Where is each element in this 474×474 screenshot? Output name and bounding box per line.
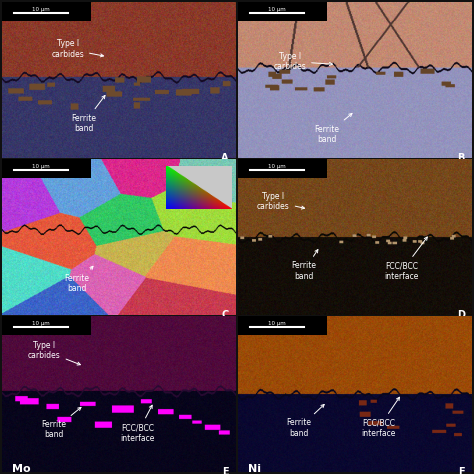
Text: 10 μm: 10 μm <box>268 7 286 12</box>
Text: Ferrite
band: Ferrite band <box>41 407 81 439</box>
Bar <box>2 159 91 178</box>
Text: FCC/BCC
interface: FCC/BCC interface <box>384 237 428 281</box>
Bar <box>2 2 91 21</box>
Text: FCC/BCC
interface: FCC/BCC interface <box>120 405 155 443</box>
Text: Mo: Mo <box>12 464 30 474</box>
Bar <box>238 2 327 21</box>
Text: F: F <box>458 467 465 474</box>
Text: 10 μm: 10 μm <box>268 164 286 169</box>
Text: D: D <box>456 310 465 320</box>
Text: Type I
carbides: Type I carbides <box>273 52 332 71</box>
Bar <box>238 159 327 178</box>
Text: Ni: Ni <box>248 464 261 474</box>
Text: Type I
carbides: Type I carbides <box>28 341 81 365</box>
Text: Ferrite
band: Ferrite band <box>72 95 105 133</box>
Text: C: C <box>221 310 228 320</box>
Text: E: E <box>222 467 228 474</box>
Text: A: A <box>221 153 228 163</box>
Bar <box>238 317 327 335</box>
Text: 10 μm: 10 μm <box>32 7 50 12</box>
Text: 10 μm: 10 μm <box>32 164 50 169</box>
Bar <box>2 317 91 335</box>
Text: Ferrite
band: Ferrite band <box>291 249 318 281</box>
Text: Ferrite
band: Ferrite band <box>315 113 352 144</box>
Text: 10 μm: 10 μm <box>32 321 50 326</box>
Text: Ferrite
band: Ferrite band <box>287 404 324 438</box>
Text: B: B <box>457 153 465 163</box>
Text: Type I
carbides: Type I carbides <box>51 39 103 59</box>
Text: Ferrite
band: Ferrite band <box>64 266 93 293</box>
Text: FCC/BCC
interface: FCC/BCC interface <box>361 397 400 438</box>
Text: Type I
carbides: Type I carbides <box>257 191 305 211</box>
Text: 10 μm: 10 μm <box>268 321 286 326</box>
